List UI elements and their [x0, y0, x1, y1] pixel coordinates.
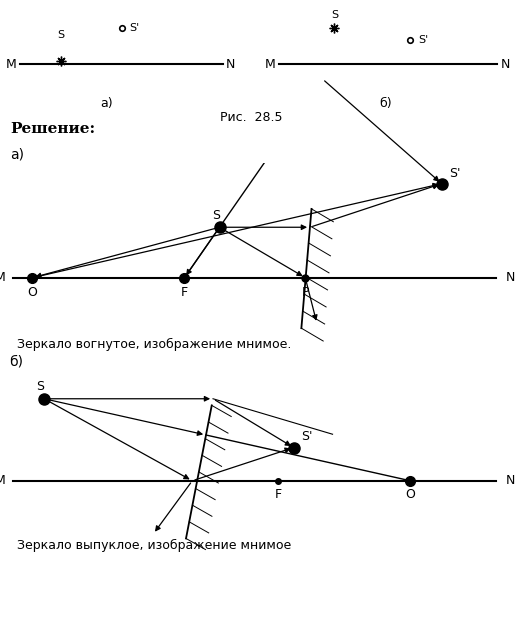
- Text: O: O: [27, 285, 37, 298]
- Text: O: O: [405, 488, 416, 502]
- Text: Рис.  28.5: Рис. 28.5: [220, 111, 282, 124]
- Text: а): а): [10, 148, 24, 162]
- Text: S': S': [301, 430, 313, 443]
- Text: S: S: [36, 381, 44, 393]
- Text: N: N: [506, 474, 515, 487]
- Text: S: S: [331, 10, 338, 20]
- Text: S: S: [57, 30, 65, 40]
- Text: P: P: [301, 285, 309, 298]
- Text: M: M: [264, 58, 275, 71]
- Text: N: N: [506, 271, 515, 284]
- Text: S': S': [129, 23, 140, 33]
- Text: N: N: [226, 58, 235, 71]
- Text: а): а): [100, 97, 113, 110]
- Text: S': S': [418, 35, 429, 45]
- Text: N: N: [501, 58, 510, 71]
- Text: M: M: [0, 474, 5, 487]
- Text: б): б): [9, 354, 23, 368]
- Text: F: F: [181, 285, 188, 298]
- Text: M: M: [0, 271, 5, 284]
- Text: S': S': [449, 167, 461, 180]
- Text: б): б): [379, 97, 391, 110]
- Text: Зеркало вогнутое, изображение мнимое.: Зеркало вогнутое, изображение мнимое.: [17, 338, 291, 350]
- Text: S: S: [211, 209, 220, 222]
- Text: Решение:: Решение:: [10, 122, 95, 135]
- Text: F: F: [275, 488, 282, 502]
- Text: M: M: [6, 58, 17, 71]
- Text: Зеркало выпуклое, изображение мнимое: Зеркало выпуклое, изображение мнимое: [17, 539, 291, 552]
